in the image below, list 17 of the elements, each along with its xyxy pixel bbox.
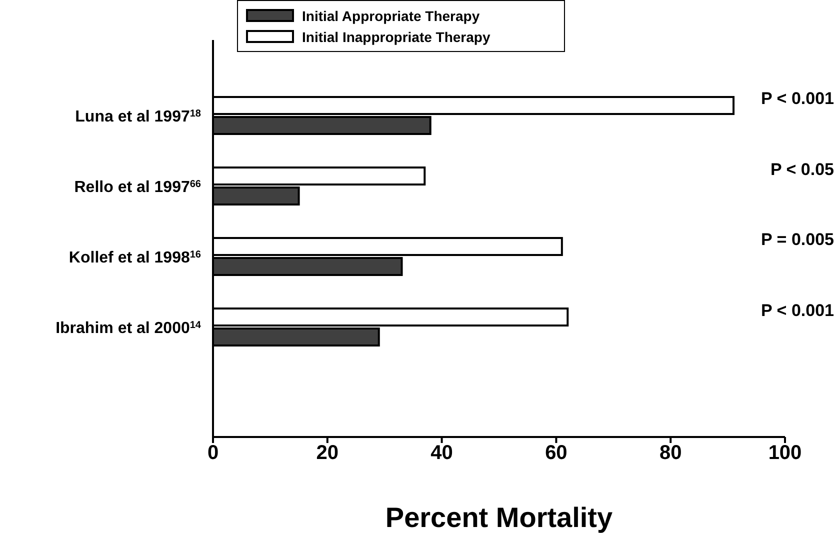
y-tick-label: Ibrahim et al 2000$^{14}$ xyxy=(56,319,202,337)
y-tick-label: Kollef et al 1998$^{16}$ xyxy=(68,248,202,266)
x-tick-label: 0 xyxy=(207,442,219,464)
x-axis-title: Percent Mortality xyxy=(385,502,614,533)
y-tick-label: Luna et al 1997$^{18}$ xyxy=(75,108,202,126)
x-tick-label: 100 xyxy=(768,442,802,464)
x-tick-label: 80 xyxy=(659,442,682,464)
annotation: P < 0.05 xyxy=(770,160,834,180)
annotation: P < 0.001 xyxy=(761,300,834,321)
legend-label: Initial Appropriate Therapy xyxy=(301,6,481,26)
y-tick-label: Rello et al 1997$^{66}$ xyxy=(74,178,202,196)
legend-label: Initial Inappropriate Therapy xyxy=(301,28,492,47)
x-tick-label: 40 xyxy=(430,442,453,464)
x-tick-label: 20 xyxy=(316,442,339,464)
annotation: P = 0.005 xyxy=(761,230,834,250)
annotation: P < 0.001 xyxy=(761,89,834,110)
x-tick-label: 60 xyxy=(545,442,568,464)
